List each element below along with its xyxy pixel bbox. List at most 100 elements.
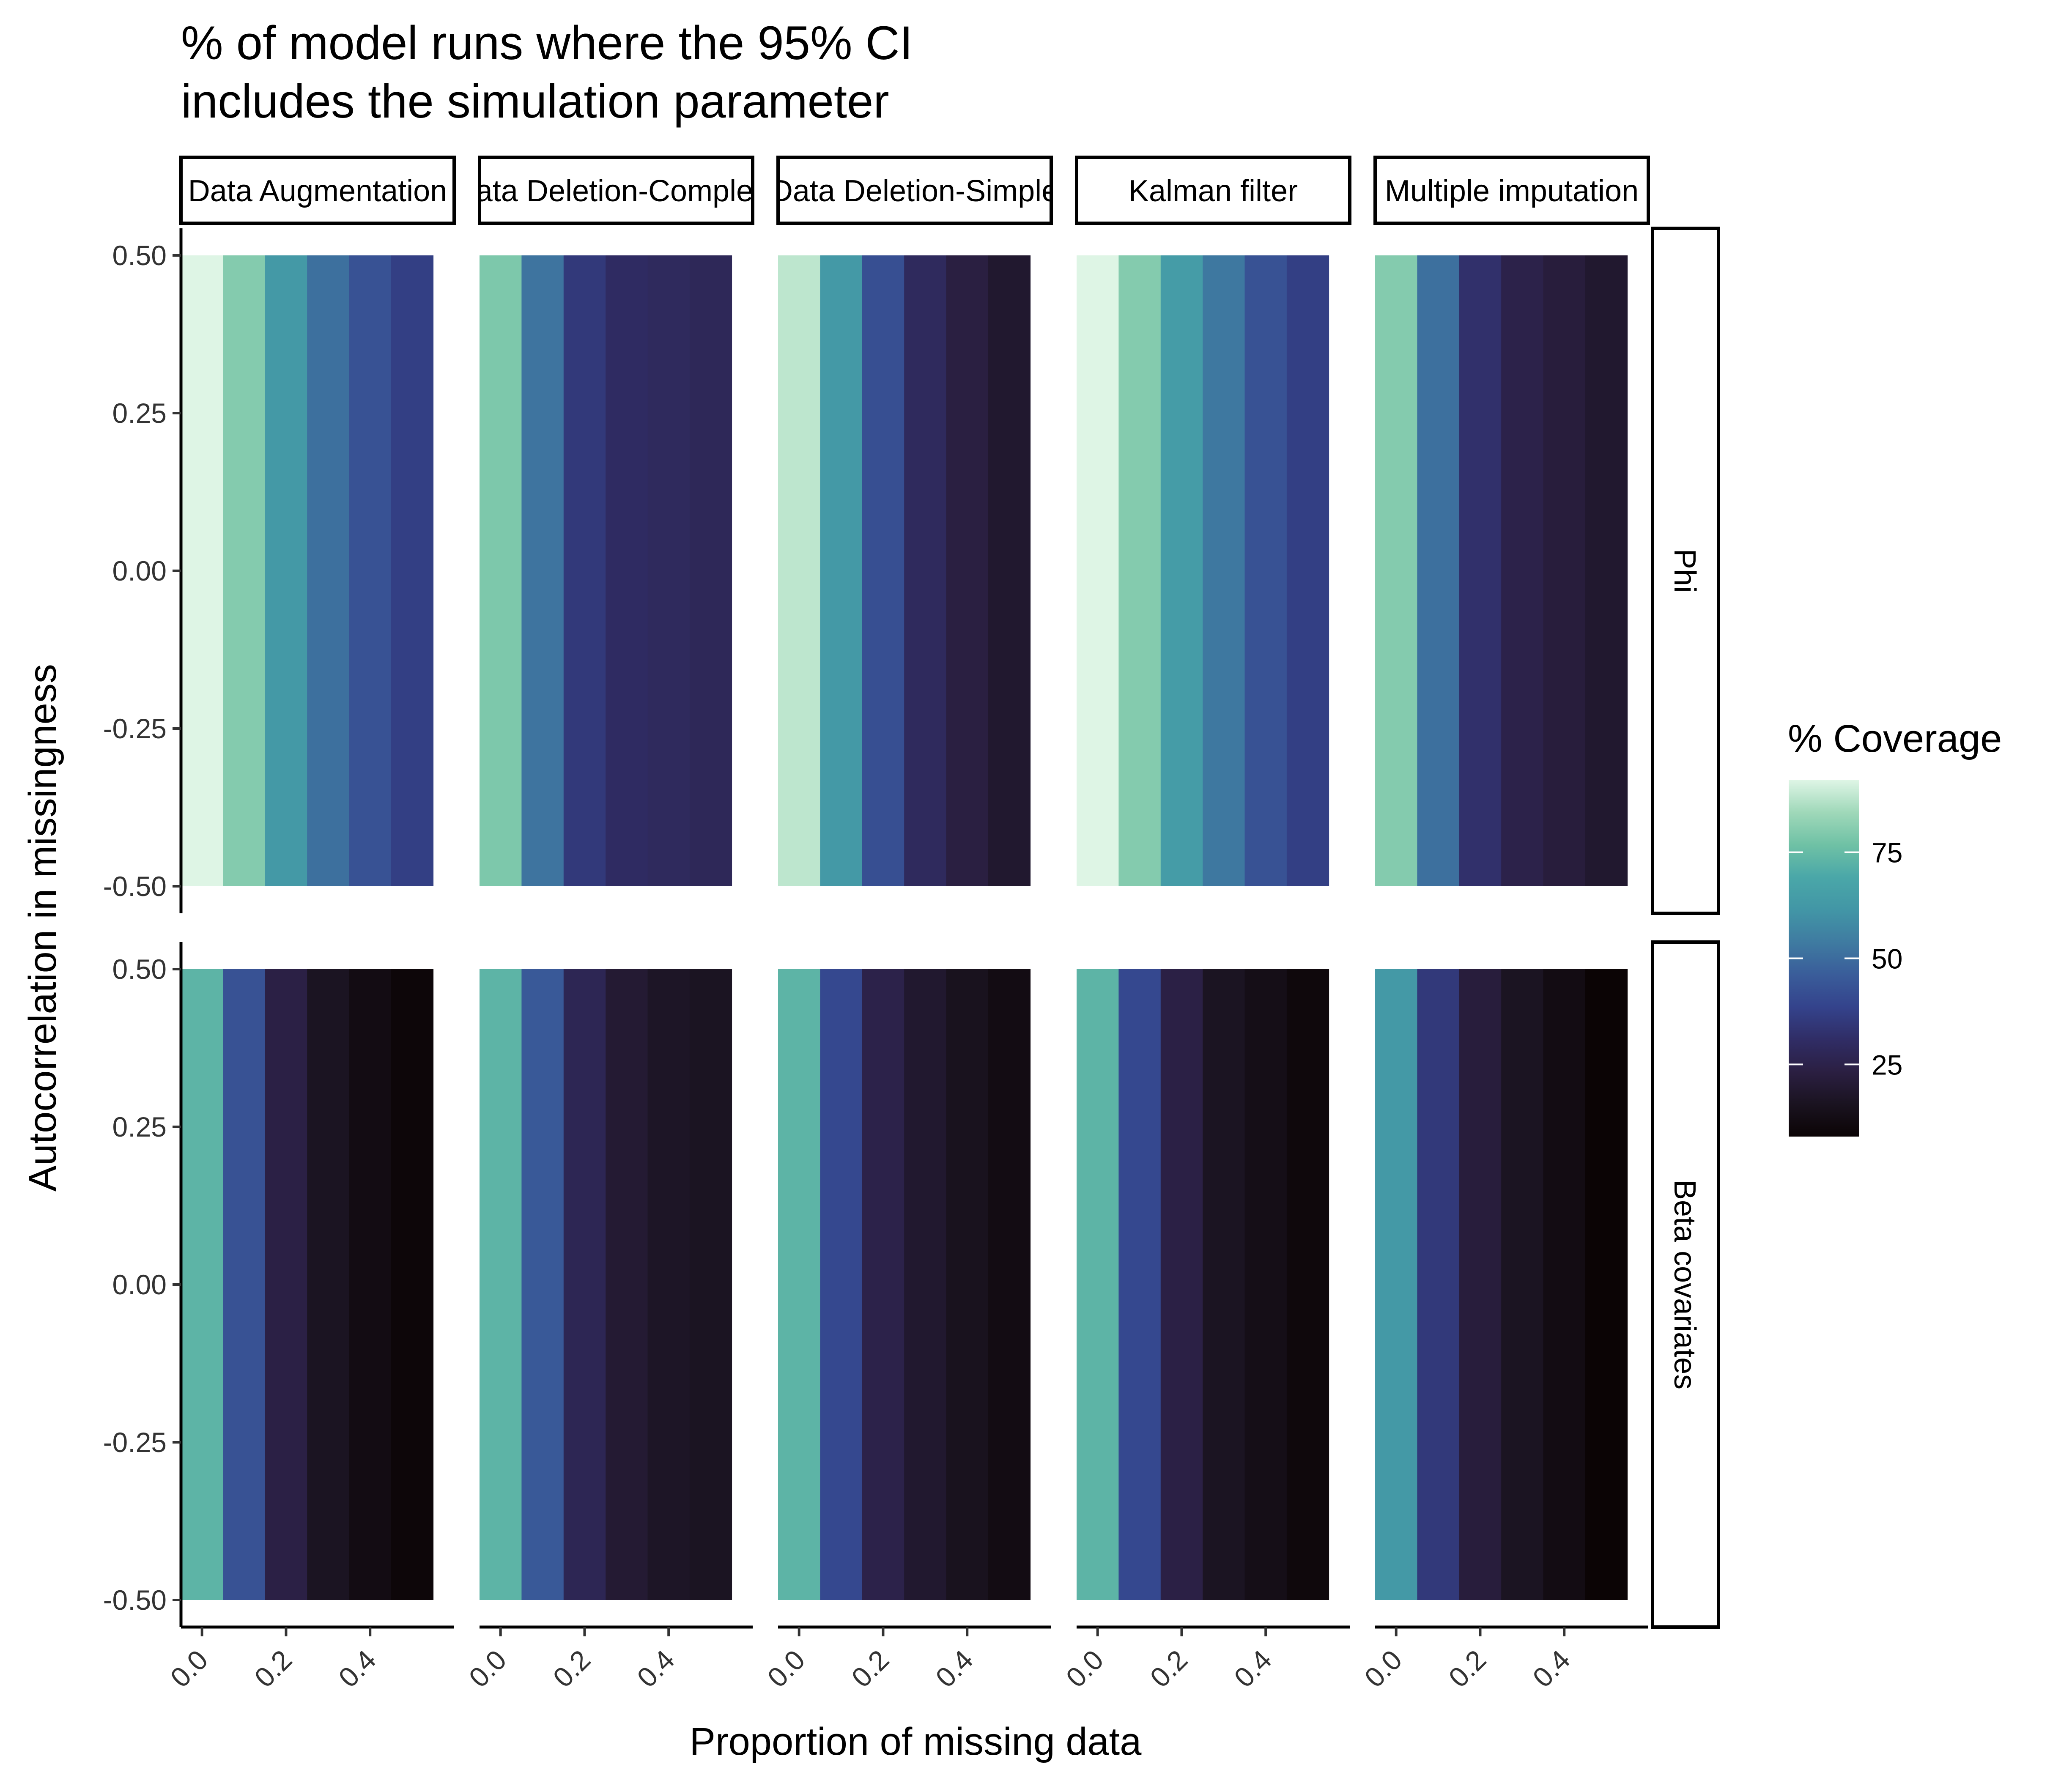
heat-cell xyxy=(1244,969,1287,1600)
column-strip: Data Deletion-Complete xyxy=(454,156,778,225)
heat-cell xyxy=(391,255,434,886)
heat-cell xyxy=(689,255,732,886)
heat-cell xyxy=(862,969,904,1600)
column-strip: Kalman filter xyxy=(1075,156,1351,225)
heat-cell xyxy=(820,255,863,886)
y-tick-label: 0.50 xyxy=(112,953,167,985)
x-tick-label: 0.2 xyxy=(845,1644,895,1693)
legend-label: 75 xyxy=(1872,837,1902,868)
row-strip-box xyxy=(1651,227,1720,915)
heat-cell xyxy=(1160,969,1203,1600)
heat-cell xyxy=(563,255,606,886)
heat-cell xyxy=(1077,969,1119,1600)
column-strip-box xyxy=(776,156,1053,225)
y-tick-label: -0.25 xyxy=(103,1427,167,1458)
x-tick-label: 0.0 xyxy=(164,1644,214,1693)
heat-cell xyxy=(606,969,648,1600)
heat-cell xyxy=(1417,255,1460,886)
heat-cell xyxy=(1543,255,1586,886)
column-strip-box xyxy=(1075,156,1351,225)
heat-cell xyxy=(1501,255,1544,886)
heat-cell xyxy=(647,969,690,1600)
x-tick-label: 0.0 xyxy=(761,1644,811,1693)
heat-cell xyxy=(647,255,690,886)
heat-cell xyxy=(1203,969,1245,1600)
x-tick-label: 0.4 xyxy=(1228,1644,1277,1693)
chart-title-line: % of model runs where the 95% CI xyxy=(181,16,913,69)
heat-cell xyxy=(223,255,266,886)
heat-cell xyxy=(265,255,307,886)
heat-cell xyxy=(904,969,947,1600)
column-strip-label: Data Deletion-Complete xyxy=(454,174,778,208)
x-tick-label: 0.0 xyxy=(463,1644,512,1693)
row-strip-label: Phi xyxy=(1668,549,1702,593)
legend-label: 25 xyxy=(1872,1049,1902,1080)
column-strip: Data Augmentation xyxy=(179,156,456,225)
x-tick-label: 0.2 xyxy=(1144,1644,1193,1693)
x-tick-label: 0.2 xyxy=(547,1644,596,1693)
heat-cell xyxy=(349,969,392,1600)
heat-cell xyxy=(606,255,648,886)
heat-cell xyxy=(988,969,1031,1600)
heat-cell xyxy=(1118,255,1161,886)
y-tick-label: 0.50 xyxy=(112,240,167,271)
heat-cell xyxy=(988,255,1031,886)
y-tick-label: 0.00 xyxy=(112,1269,167,1300)
heat-cell xyxy=(904,255,947,886)
heat-cell xyxy=(1118,969,1161,1600)
row-strip-box xyxy=(1651,940,1720,1629)
heat-cell xyxy=(1585,255,1628,886)
heat-cell xyxy=(1459,255,1502,886)
x-tick-label: 0.0 xyxy=(1060,1644,1109,1693)
y-tick-label: 0.25 xyxy=(112,397,167,429)
heat-cell xyxy=(1077,255,1119,886)
y-tick-label: -0.50 xyxy=(103,1584,167,1616)
chart-title-line: includes the simulation parameter xyxy=(181,75,889,128)
y-tick-label: 0.25 xyxy=(112,1111,167,1142)
heat-cell xyxy=(820,969,863,1600)
heat-cell xyxy=(521,969,564,1600)
heat-cell xyxy=(1286,255,1329,886)
x-tick-label: 0.4 xyxy=(1527,1644,1576,1693)
column-strip-label: Multiple imputation xyxy=(1385,174,1639,208)
y-tick-label: -0.50 xyxy=(103,871,167,902)
heat-cell xyxy=(307,969,350,1600)
heat-cell xyxy=(1286,969,1329,1600)
column-strip-label: Kalman filter xyxy=(1129,174,1298,208)
column-strip-label: Data Deletion-Simple xyxy=(771,174,1058,208)
column-strip-box xyxy=(1373,156,1650,225)
heat-cell xyxy=(480,255,522,886)
row-strip-label: Beta covariates xyxy=(1668,1180,1702,1389)
heat-cell xyxy=(349,255,392,886)
heat-cell xyxy=(778,969,821,1600)
heat-cell xyxy=(181,969,224,1600)
legend-title: % Coverage xyxy=(1788,717,2002,760)
x-tick-label: 0.4 xyxy=(332,1644,382,1693)
heat-cell xyxy=(1375,969,1418,1600)
heat-cell xyxy=(1160,255,1203,886)
heat-cell xyxy=(521,255,564,886)
heat-cell xyxy=(946,969,989,1600)
heat-cell xyxy=(862,255,904,886)
y-tick-label: 0.00 xyxy=(112,555,167,586)
column-strip: Data Deletion-Simple xyxy=(771,156,1058,225)
heat-cell xyxy=(778,255,821,886)
x-tick-label: 0.4 xyxy=(929,1644,979,1693)
column-strip-box xyxy=(478,156,754,225)
heat-cell xyxy=(1417,969,1460,1600)
column-strip-box xyxy=(179,156,456,225)
heat-cell xyxy=(946,255,989,886)
column-strip-label: Data Augmentation xyxy=(188,174,447,208)
heat-cell xyxy=(265,969,307,1600)
heat-cell xyxy=(223,969,266,1600)
column-strip: Multiple imputation xyxy=(1373,156,1650,225)
heat-cell xyxy=(307,255,350,886)
heat-cell xyxy=(1585,969,1628,1600)
heat-cell xyxy=(689,969,732,1600)
y-axis-title: Autocorrelation in missingness xyxy=(21,664,64,1192)
heat-cell xyxy=(1459,969,1502,1600)
x-tick-label: 0.2 xyxy=(1442,1644,1492,1693)
heat-cell xyxy=(1543,969,1586,1600)
